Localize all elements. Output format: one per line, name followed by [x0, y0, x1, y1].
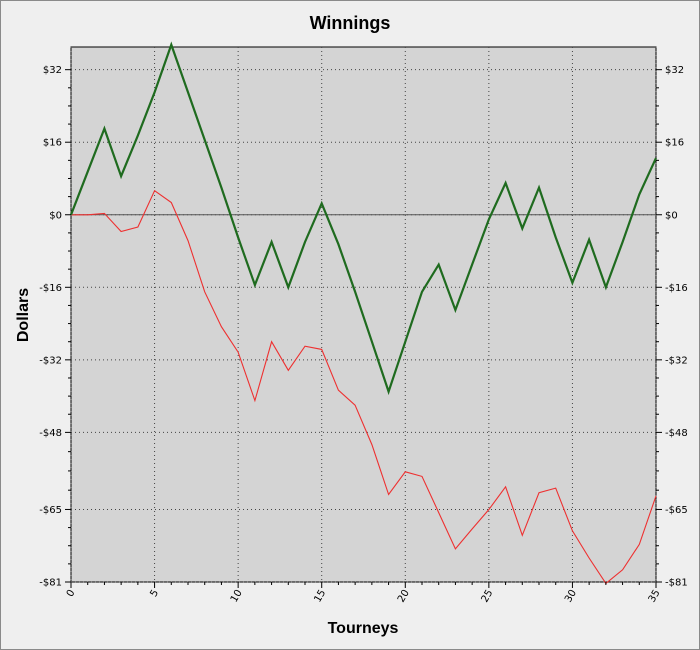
x-tick-label: 0 [65, 588, 78, 599]
x-tick-label: 10 [229, 588, 245, 605]
y-tick-label-left: -$81 [39, 578, 62, 589]
chart-title: Winnings [310, 13, 391, 33]
y-tick-label-left: $32 [43, 65, 62, 76]
y-tick-label-right: $32 [665, 65, 684, 76]
x-tick-label: 25 [480, 588, 496, 605]
series-line-2 [71, 189, 657, 585]
y-tick-label-right: $16 [665, 138, 684, 149]
y-tick-label-left: -$65 [39, 505, 62, 516]
x-axis-title: Tourneys [328, 620, 399, 637]
y-tick-label-right: -$16 [665, 283, 688, 294]
y-tick-label-right: -$81 [665, 578, 688, 589]
x-tick-label: 35 [647, 588, 663, 605]
x-tick-label: 15 [312, 588, 328, 605]
tick-marks [65, 69, 662, 588]
series-line-1 [69, 41, 657, 396]
series-lines [69, 41, 657, 585]
y-tick-label-left: -$48 [39, 428, 62, 439]
y-tick-label-right: -$32 [665, 355, 688, 366]
x-tick-label: 20 [396, 588, 412, 605]
y-tick-label-left: -$32 [39, 355, 62, 366]
y-tick-label-left: $16 [43, 138, 62, 149]
y-tick-label-left: $0 [49, 210, 62, 221]
x-tick-label: 30 [563, 588, 579, 605]
y-tick-label-right: $0 [665, 210, 678, 221]
x-tick-label: 5 [148, 588, 161, 599]
y-tick-label-right: -$48 [665, 428, 688, 439]
y-tick-label-left: -$16 [39, 283, 62, 294]
y-tick-label-right: -$65 [665, 505, 688, 516]
y-axis-title: Dollars [15, 288, 32, 342]
